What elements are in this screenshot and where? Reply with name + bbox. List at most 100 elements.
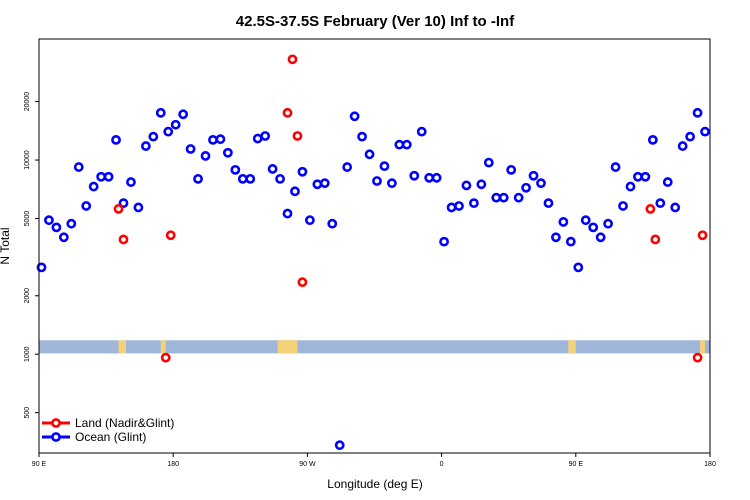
y-tick-label: 1000 [24,346,31,362]
ocean-point [655,198,666,209]
land-point [292,131,303,141]
ocean-point [215,134,226,145]
ocean-point [625,181,636,192]
x-tick-label: 0 [440,461,444,468]
ocean-point [297,166,308,177]
ocean-point [290,186,300,197]
ocean-point [476,179,487,190]
x-tick-label: 180 [167,461,179,468]
land-point [692,352,703,363]
ocean-point [44,215,54,226]
land-point [160,352,171,363]
ocean-point [506,164,517,175]
land-point [165,230,176,241]
ocean-point [364,149,375,160]
ocean-point [126,177,136,187]
ocean-point [469,198,479,209]
y-tick-label: 10000 [24,150,31,170]
y-tick-label: 20000 [24,92,31,112]
ocean-point [155,107,166,118]
ocean-point [513,192,524,203]
ocean-point [558,217,569,227]
ocean-point [96,171,107,182]
ocean-point [327,218,338,229]
ocean-point [208,134,218,145]
y-tick-label: 2000 [24,288,31,304]
ocean-point [237,173,248,184]
ocean-point [282,208,293,219]
ocean-point [633,171,643,182]
ocean-point [685,131,696,142]
land-band-segment [160,340,166,354]
ocean-point [267,164,278,174]
ocean-point [677,141,688,151]
ocean-point [431,172,442,183]
ocean-point [483,157,494,168]
ocean-point [140,141,151,151]
x-axis: 90 E 180 90 W 0 90 E 180 [32,453,716,468]
ocean-point [349,111,360,122]
ocean-point [573,262,584,273]
ocean-point [73,162,84,172]
y-tick-label: 500 [24,407,31,419]
ocean-point [51,222,62,233]
plot-frame [38,38,711,454]
ocean-point [312,179,323,190]
ocean-point [372,176,382,186]
x-axis-label: Longitude (deg E) [327,477,422,491]
ocean-point [640,171,651,182]
ocean-point [200,151,211,161]
x-tick-label: 90 W [299,461,316,468]
ocean-point [670,202,681,213]
ocean-point [454,201,464,211]
ocean-point [357,131,367,142]
land-point [287,54,298,65]
land-band-segment [700,340,706,354]
ocean-point [461,180,472,191]
ocean-point [551,232,561,243]
ocean-point [230,164,241,175]
ocean-point [178,109,189,120]
ocean-point [81,201,92,211]
y-axis: 500 1000 2000 5000 10000 20000 [24,92,39,419]
ocean-point [133,202,144,213]
legend-marker-land [51,418,61,428]
legend: Land (Nadir&Glint)Ocean (Glint) [42,416,174,444]
data-points [36,54,710,451]
ocean-point [103,171,114,182]
y-tick-label: 5000 [24,211,31,227]
ocean-point [543,198,554,209]
ocean-point [342,162,353,172]
legend-label-ocean: Ocean (Glint) [75,430,146,444]
ocean-point [439,236,449,247]
ocean-point [193,173,203,184]
land-point [297,277,308,288]
legend-label-land: Land (Nadir&Glint) [75,416,174,430]
chart-title: 42.5S-37.5S February (Ver 10) Inf to -In… [236,13,515,30]
land-band-segment [277,340,298,354]
ocean-point [58,232,69,243]
ocean-point [304,215,315,226]
ocean-point [491,192,502,203]
ocean-point [618,201,628,211]
land-point [645,204,656,214]
land-band-segment [568,340,576,354]
ocean-point [88,181,99,192]
ocean-point [595,232,606,243]
ocean-point [416,126,427,137]
ocean-point [222,147,233,158]
ocean-point [700,126,710,137]
ocean-point [245,173,256,184]
x-tick-label: 90 E [569,461,584,468]
ocean-point [252,133,263,144]
ocean-point [610,162,621,172]
ocean-point [662,177,673,187]
ocean-point [536,178,546,189]
ocean-point [275,173,285,184]
ocean-point [319,178,330,189]
ocean-point [692,107,703,118]
ocean-point [170,119,181,130]
land-ocean-band [39,340,710,354]
ocean-point [386,178,397,189]
